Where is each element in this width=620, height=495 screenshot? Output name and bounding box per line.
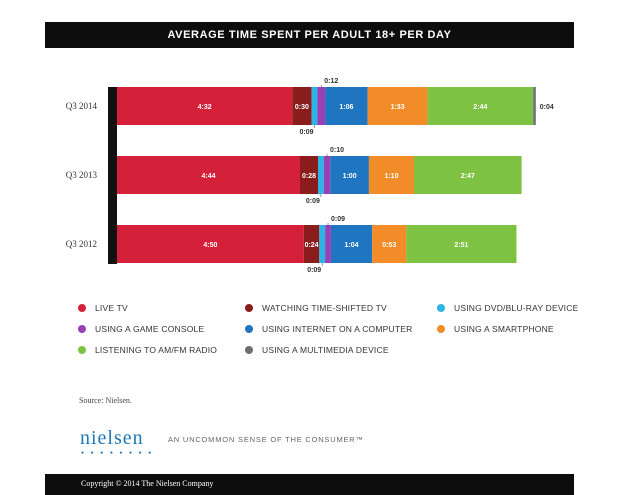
- data-label: 0:04: [540, 104, 554, 111]
- bar-segment: [406, 225, 517, 263]
- data-label: 4:50: [203, 242, 217, 249]
- bar-segment: [325, 225, 331, 263]
- bar-segment: [317, 87, 326, 125]
- bar-segment: [318, 156, 324, 194]
- legend-item: USING A SMARTPHONE: [437, 324, 554, 334]
- data-label: 2:44: [473, 104, 487, 111]
- legend-swatch: [437, 325, 445, 333]
- data-label: 0:09: [307, 267, 321, 274]
- legend-swatch: [78, 304, 86, 312]
- copyright-text: Copyright © 2014 The Nielsen Company: [81, 479, 214, 488]
- data-label: 0:30: [295, 104, 309, 111]
- legend: LIVE TV WATCHING TIME-SHIFTED TV USING DVD…: [78, 303, 598, 363]
- bar-segment: [303, 225, 320, 263]
- legend-swatch: [78, 325, 86, 333]
- data-label: 1:06: [339, 104, 353, 111]
- bar-segment: [372, 225, 407, 263]
- logo-dots: ● ● ● ● ● ● ● ●: [81, 450, 154, 456]
- stacked-bar-chart: Q3 2014 4:32 0:30 0:09 0:12 1:06 1:33 2:44 0:04 Q…: [66, 78, 554, 274]
- bar-segment: [117, 156, 300, 194]
- category-label: Q3 2014: [66, 101, 98, 111]
- legend-swatch: [245, 304, 253, 312]
- legend-label: USING A SMARTPHONE: [454, 324, 554, 334]
- bar-segment: [319, 225, 326, 263]
- bar-segment: [325, 87, 368, 125]
- data-label: 1:04: [345, 242, 359, 249]
- brand-tagline: AN UNCOMMON SENSE OF THE CONSUMER™: [168, 435, 364, 444]
- bar-segment: [330, 225, 373, 263]
- bar-segment: [414, 156, 522, 194]
- data-label: 0:09: [331, 216, 345, 223]
- bar-segment: [299, 156, 319, 194]
- bar-segment: [117, 87, 293, 125]
- legend-item: USING INTERNET ON A COMPUTER: [245, 324, 412, 334]
- data-label: 4:32: [198, 104, 212, 111]
- data-label: 0:24: [305, 242, 319, 249]
- bar-segment: [533, 87, 536, 125]
- data-label: 0:09: [299, 129, 313, 136]
- legend-swatch: [78, 346, 86, 354]
- data-label: 2:47: [461, 173, 475, 180]
- data-label: 1:10: [384, 173, 398, 180]
- legend-item: WATCHING TIME-SHIFTED TV: [245, 303, 387, 313]
- chart-title: AVERAGE TIME SPENT PER ADULT 18+ PER DAY: [45, 22, 574, 48]
- data-label: 4:44: [201, 173, 215, 180]
- bar-segment: [367, 87, 428, 125]
- legend-label: USING INTERNET ON A COMPUTER: [262, 324, 413, 334]
- legend-label: USING DVD/BLU-RAY DEVICE: [454, 303, 579, 313]
- legend-swatch: [245, 325, 253, 333]
- data-label: 0:53: [382, 242, 396, 249]
- bar-segment: [330, 156, 369, 194]
- legend-label: USING A GAME CONSOLE: [95, 324, 205, 334]
- bar-segment: [292, 87, 312, 125]
- data-label: 1:33: [391, 104, 405, 111]
- legend-swatch: [437, 304, 445, 312]
- category-label: Q3 2012: [66, 239, 97, 249]
- bar-segment: [427, 87, 534, 125]
- legend-label: LISTENING TO AM/FM RADIO: [95, 345, 218, 355]
- legend-item: USING DVD/BLU-RAY DEVICE: [437, 303, 578, 313]
- bar-segment: [311, 87, 318, 125]
- legend-item: LIVE TV: [78, 303, 128, 313]
- bar-segment: [117, 225, 304, 263]
- legend-item: USING A MULTIMEDIA DEVICE: [245, 345, 389, 355]
- axis-strip: [108, 87, 117, 264]
- source-note: Source: Nielsen.: [79, 396, 132, 405]
- category-label: Q3 2013: [66, 170, 98, 180]
- legend-swatch: [245, 346, 253, 354]
- legend-item: USING A GAME CONSOLE: [78, 324, 204, 334]
- bar-segment: [368, 156, 415, 194]
- data-label: 0:10: [330, 147, 344, 154]
- legend-label: USING A MULTIMEDIA DEVICE: [262, 345, 389, 355]
- nielsen-logo: nielsen: [80, 427, 144, 449]
- data-label: 0:12: [324, 78, 338, 85]
- data-label: 2:51: [454, 242, 468, 249]
- legend-label: LIVE TV: [95, 303, 128, 313]
- footer-bar: Copyright © 2014 The Nielsen Company: [45, 474, 574, 495]
- data-label: 0:28: [302, 173, 316, 180]
- data-label: 0:09: [306, 198, 320, 205]
- legend-item: LISTENING TO AM/FM RADIO: [78, 345, 217, 355]
- bar-segment: [323, 156, 331, 194]
- data-label: 1:00: [343, 173, 357, 180]
- legend-label: WATCHING TIME-SHIFTED TV: [262, 303, 387, 313]
